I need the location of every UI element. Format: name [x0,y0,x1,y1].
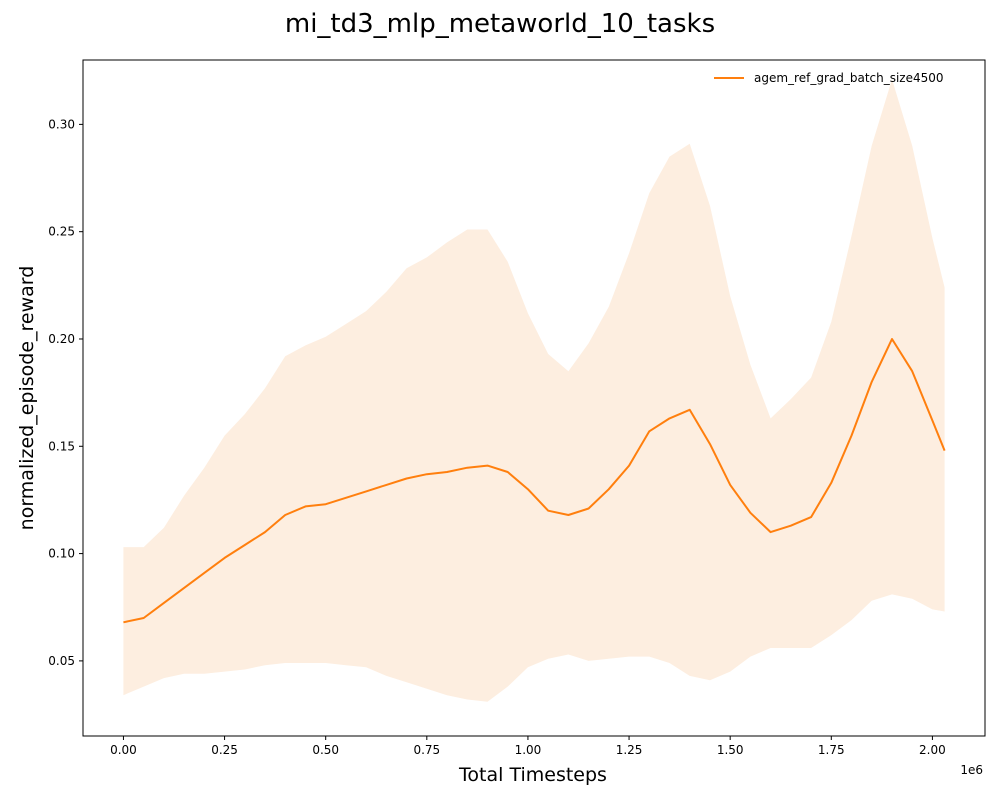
legend-label: agem_ref_grad_batch_size4500 [754,71,944,85]
y-tick-label: 0.15 [48,439,75,453]
x-tick-label: 0.50 [312,743,339,757]
y-tick-label: 0.20 [48,332,75,346]
y-axis-ticks: 0.05 0.10 0.15 0.20 0.25 0.30 [48,117,83,668]
y-axis-label: normalized_episode_reward [16,266,38,531]
x-tick-label: 0.00 [110,743,137,757]
x-tick-label: 0.25 [211,743,238,757]
x-axis-ticks: 0.00 0.25 0.50 0.75 1.00 1.25 1.50 1.75 2.00 [110,736,946,757]
plot-area [123,79,946,702]
x-tick-label: 1.50 [717,743,744,757]
x-tick-label: 1.00 [515,743,542,757]
series-0-confidence-band [123,79,945,702]
y-tick-label: 0.30 [48,117,75,131]
x-tick-label: 0.75 [413,743,440,757]
x-tick-label: 1.75 [818,743,845,757]
legend: agem_ref_grad_batch_size4500 [714,71,944,85]
y-tick-label: 0.05 [48,654,75,668]
chart-title: mi_td3_mlp_metaworld_10_tasks [285,9,715,39]
y-tick-label: 0.10 [48,547,75,561]
x-axis-label: Total Timesteps [458,764,607,786]
plot-frame [82,59,986,737]
x-axis-offset-label: 1e6 [960,763,983,777]
x-tick-label: 1.25 [616,743,643,757]
series-0-mean-line [123,338,946,624]
y-tick-label: 0.25 [48,225,75,239]
x-tick-label: 2.00 [919,743,946,757]
